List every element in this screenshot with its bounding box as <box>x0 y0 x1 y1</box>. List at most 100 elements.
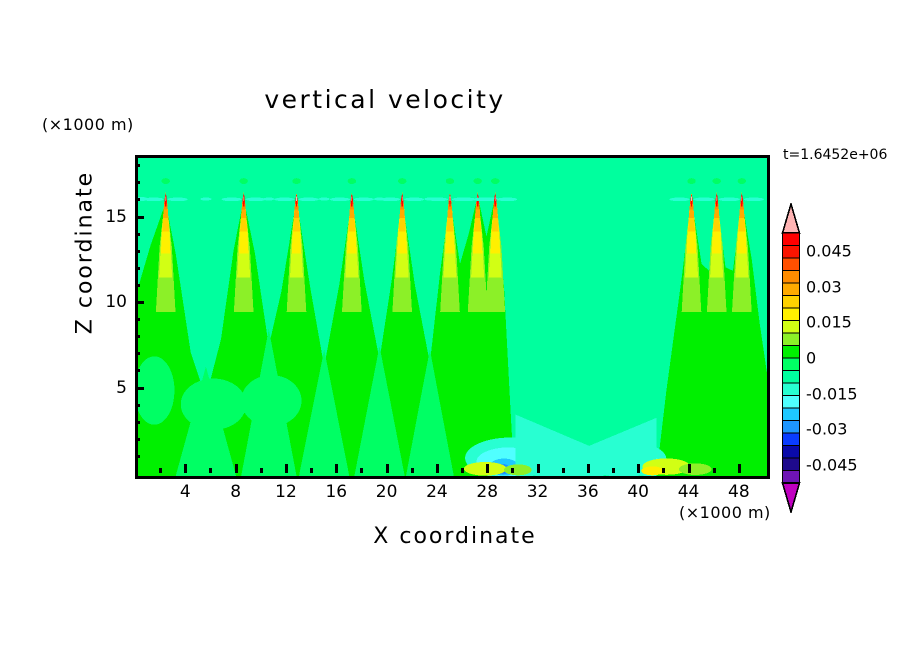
tip-level-streak <box>318 197 330 201</box>
x-major-tick <box>284 464 288 473</box>
plume-cap <box>687 178 696 184</box>
plume-cap <box>712 178 721 184</box>
plume-core <box>715 195 718 207</box>
colorbar-tick-label: -0.03 <box>806 419 848 439</box>
x-minor-tick <box>461 468 465 473</box>
x-tick-label: 8 <box>230 482 242 502</box>
tip-level-streak <box>373 197 386 201</box>
y-minor-tick <box>135 318 140 322</box>
colorbar-tick-label: -0.015 <box>806 384 858 404</box>
tip-level-streak <box>424 197 436 201</box>
x-major-tick <box>486 464 490 473</box>
x-tick-label: 12 <box>275 482 297 502</box>
plume-core-peak <box>296 196 297 202</box>
plume-core-peak <box>716 196 718 202</box>
y-major-tick <box>135 215 144 219</box>
y-major-tick <box>135 386 144 390</box>
low-pale-lobe <box>180 378 247 430</box>
contour-field <box>138 158 767 476</box>
surface-warm-patch <box>504 464 532 476</box>
y-minor-tick <box>135 232 140 236</box>
x-tick-label: 20 <box>375 482 398 502</box>
x-major-tick <box>435 464 439 473</box>
y-minor-tick <box>135 420 140 424</box>
y-minor-tick <box>135 198 140 202</box>
plume-tip-wing <box>143 197 164 202</box>
plume-cap <box>490 178 500 184</box>
timestamp-label: t=1.6452e+06 <box>783 147 888 163</box>
x-minor-tick <box>662 468 666 473</box>
colorbar[interactable] <box>780 203 802 513</box>
plume-tip-wing <box>245 197 266 202</box>
plume-core-peak <box>401 196 403 202</box>
x-tick-label: 48 <box>728 482 750 502</box>
colorbar-band <box>781 407 801 422</box>
plume-core <box>401 195 403 207</box>
colorbar-band <box>781 282 801 297</box>
colorbar-band <box>781 469 801 485</box>
colorbar-band <box>781 319 801 335</box>
x-major-tick <box>234 464 238 473</box>
y-minor-tick <box>135 266 140 270</box>
surface-warm-patch <box>463 461 507 476</box>
colorbar-band <box>781 232 801 247</box>
colorbar-band <box>781 357 801 372</box>
plume-core-peak <box>449 196 451 202</box>
plume-tip-wing <box>221 197 242 202</box>
x-minor-tick <box>712 468 716 473</box>
low-pale-lobe <box>241 375 302 427</box>
plume-skirt <box>299 349 350 476</box>
plot-area <box>135 155 770 479</box>
plume-tip-wing <box>719 197 740 202</box>
y-minor-tick <box>135 283 140 287</box>
x-minor-tick <box>360 468 364 473</box>
plume-core <box>476 195 479 207</box>
x-minor-tick <box>310 468 314 473</box>
colorbar-band <box>781 269 801 285</box>
low-pale-lobe <box>138 356 175 425</box>
plume-cap <box>737 178 747 184</box>
x-tick-label: 44 <box>677 482 700 502</box>
plume-tip-wing <box>473 197 494 202</box>
y-major-tick <box>135 301 144 305</box>
plume-cap <box>239 178 248 184</box>
colorbar-under-arrow <box>781 482 801 513</box>
y-minor-tick <box>135 249 140 253</box>
y-tick-label: 15 <box>105 206 127 227</box>
plume-core-peak <box>691 196 692 202</box>
x-major-tick <box>687 464 691 473</box>
x-major-tick <box>586 464 590 473</box>
plume-cap <box>445 178 455 184</box>
floor-wedge-right <box>522 417 657 476</box>
x-major-tick <box>385 464 389 473</box>
colorbar-tick-label: 0.045 <box>806 241 852 261</box>
colorbar-band <box>781 457 801 472</box>
plume-tip-wing <box>404 197 425 202</box>
y-tick-label: 5 <box>116 377 127 398</box>
plume-core <box>242 195 245 207</box>
plume-core <box>295 195 298 207</box>
x-major-tick <box>737 464 741 473</box>
x-minor-tick <box>511 468 515 473</box>
plume-tip-wing <box>274 197 295 202</box>
plume-core <box>741 195 743 207</box>
colorbar-band <box>781 382 801 397</box>
x-minor-tick <box>612 468 616 473</box>
colorbar-tick-label: -0.045 <box>806 455 858 475</box>
z-axis-units-label: (×1000 m) <box>42 115 134 134</box>
x-axis-title: X coordinate <box>373 524 537 549</box>
x-tick-label: 28 <box>476 482 499 502</box>
y-minor-tick <box>135 335 140 339</box>
plume-core-peak <box>243 196 245 202</box>
plume-tip-wing <box>138 196 149 202</box>
plume-tip-wing <box>329 197 350 202</box>
plume-core-peak <box>351 196 353 202</box>
colorbar-band <box>781 332 801 347</box>
plume-core-peak <box>165 196 167 202</box>
plume-core <box>494 195 496 207</box>
colorbar-band <box>781 432 801 447</box>
colorbar-band <box>781 257 801 272</box>
plume-cap <box>397 178 407 184</box>
y-minor-tick <box>135 369 140 373</box>
plume-tip-wing <box>380 197 401 202</box>
